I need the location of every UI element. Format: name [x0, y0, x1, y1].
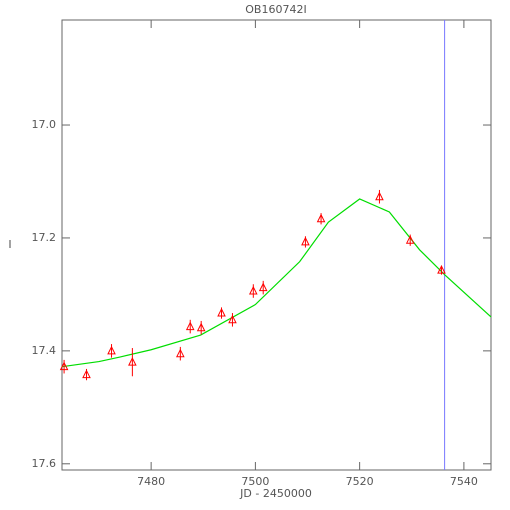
chart-title: OB160742I	[245, 3, 306, 16]
data-point	[82, 369, 91, 379]
data-point	[258, 282, 268, 292]
y-tick-label: 17.0	[32, 118, 57, 131]
data-point	[59, 361, 69, 371]
x-tick-label: 7520	[346, 475, 374, 488]
x-tick-label: 7480	[137, 475, 165, 488]
data-point	[248, 285, 258, 295]
data-point	[405, 235, 415, 244]
data-point	[316, 213, 326, 223]
y-axis-label: I	[8, 238, 11, 251]
data-point	[375, 191, 384, 201]
data-point	[107, 345, 116, 355]
x-tick-label: 7540	[450, 475, 478, 488]
x-axis-label: JD - 2450000	[239, 487, 312, 500]
data-point	[128, 357, 137, 366]
y-tick-label: 17.6	[32, 457, 57, 470]
y-tick-label: 17.2	[32, 231, 57, 244]
plot-frame	[61, 19, 492, 471]
data-point	[437, 265, 446, 274]
data-point	[176, 348, 185, 358]
data-point	[185, 321, 195, 331]
data-point	[196, 322, 206, 332]
fit-curve	[61, 198, 492, 368]
data-point	[217, 307, 226, 317]
y-tick-label: 17.4	[32, 344, 57, 357]
data-point	[228, 314, 237, 324]
data-point	[301, 236, 310, 246]
x-tick-label: 7500	[241, 475, 269, 488]
